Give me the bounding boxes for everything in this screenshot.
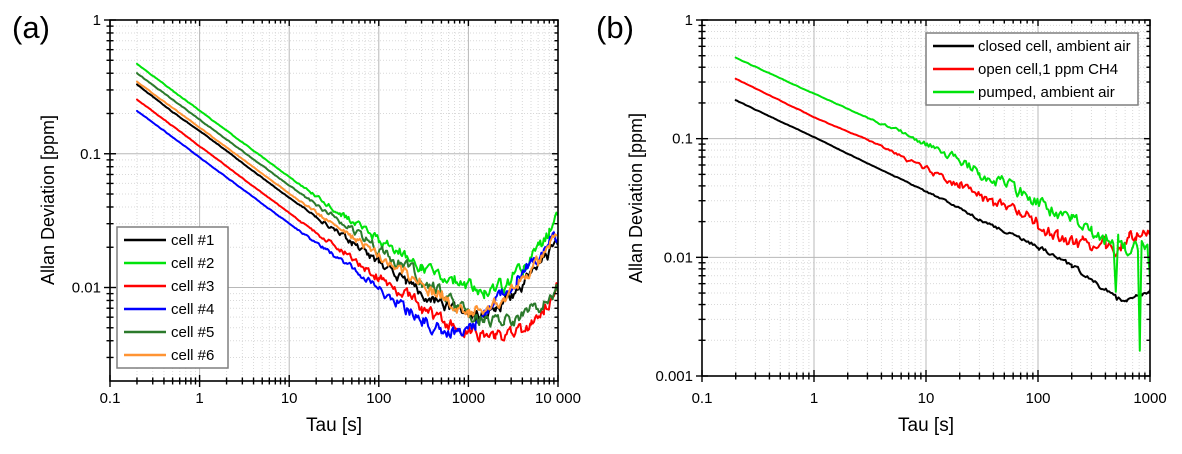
y-tick-label: 0.001 (655, 368, 693, 385)
legend-label-closed-cell-ambient-air: closed cell, ambient air (978, 38, 1131, 55)
series-curve-closed-cell-ambient-air (734, 99, 1150, 303)
y-tick-label: 1 (685, 12, 693, 29)
y-tick-label: 0.1 (672, 131, 693, 148)
plot-frame (701, 19, 1151, 377)
y-tick-label: 0.1 (80, 146, 101, 163)
x-tick-label: 10 (918, 390, 935, 407)
x-tick-label: 10 (281, 390, 298, 407)
x-tick-label: 1000 (452, 390, 485, 407)
x-tick-label: 100 (1025, 390, 1050, 407)
x-tick-label: 10 000 (535, 390, 581, 407)
y-tick-label: 1 (93, 12, 101, 29)
legend-label-cell-3: cell #3 (171, 278, 214, 295)
legend-label-pumped-ambient-air: pumped, ambient air (978, 84, 1115, 101)
legend-label-cell-1: cell #1 (171, 232, 214, 249)
legend-label-cell-5: cell #5 (171, 324, 214, 341)
series-curve-open-cell-1-ppm-ch4 (734, 77, 1150, 257)
tick-labels: 0.1 1 10 100 1000 10 000 1 0.1 0.01 (72, 12, 581, 407)
legend-box (116, 226, 229, 369)
x-tick-label: 0.1 (100, 390, 121, 407)
panel-label-a: (a) (12, 10, 50, 45)
legend: closed cell, ambient air open cell,1 ppm … (925, 32, 1139, 106)
tick-labels: 0.1 1 10 100 1000 1 0.1 0.01 0.001 (655, 12, 1166, 407)
legend-label-cell-4: cell #4 (171, 301, 214, 318)
y-axis-title: Allan Deviation [ppm] (38, 115, 58, 285)
x-axis-title: Tau [s] (898, 415, 954, 436)
x-tick-label: 1 (195, 390, 203, 407)
series-curve-cell-6 (136, 80, 558, 318)
legend-label-cell-2: cell #2 (171, 255, 214, 272)
panel-b: 0.1 1 10 100 1000 1 0.1 0.01 0.001 Tau [s] Allan D… (626, 12, 1167, 436)
y-tick-label: 0.01 (72, 280, 101, 297)
y-tick-label: 0.01 (664, 249, 693, 266)
series-curve-cell-5 (136, 72, 558, 328)
series-curve-cell-2 (136, 62, 558, 300)
y-axis-title: Allan Deviation [ppm] (626, 113, 646, 283)
x-tick-label: 1000 (1133, 390, 1166, 407)
series-layer (136, 62, 558, 343)
x-tick-label: 100 (366, 390, 391, 407)
legend: cell #1 cell #2 cell #3 cell #4 cell #5 cell … (116, 226, 229, 369)
x-tick-label: 1 (810, 390, 818, 407)
x-tick-label: 0.1 (692, 390, 713, 407)
x-axis-title: Tau [s] (306, 415, 362, 436)
series-layer (734, 56, 1150, 352)
panel-label-b: (b) (596, 10, 634, 45)
legend-label-open-cell-1-ppm-ch4: open cell,1 ppm CH4 (978, 61, 1118, 78)
legend-label-cell-6: cell #6 (171, 347, 214, 364)
panel-a: 0.1 1 10 100 1000 10 000 1 0.1 0.01 Tau [s] Allan … (38, 12, 581, 436)
series-curve-pumped-ambient-air (734, 56, 1150, 352)
series-curve-cell-3 (136, 98, 558, 343)
plot-frame (109, 19, 559, 382)
